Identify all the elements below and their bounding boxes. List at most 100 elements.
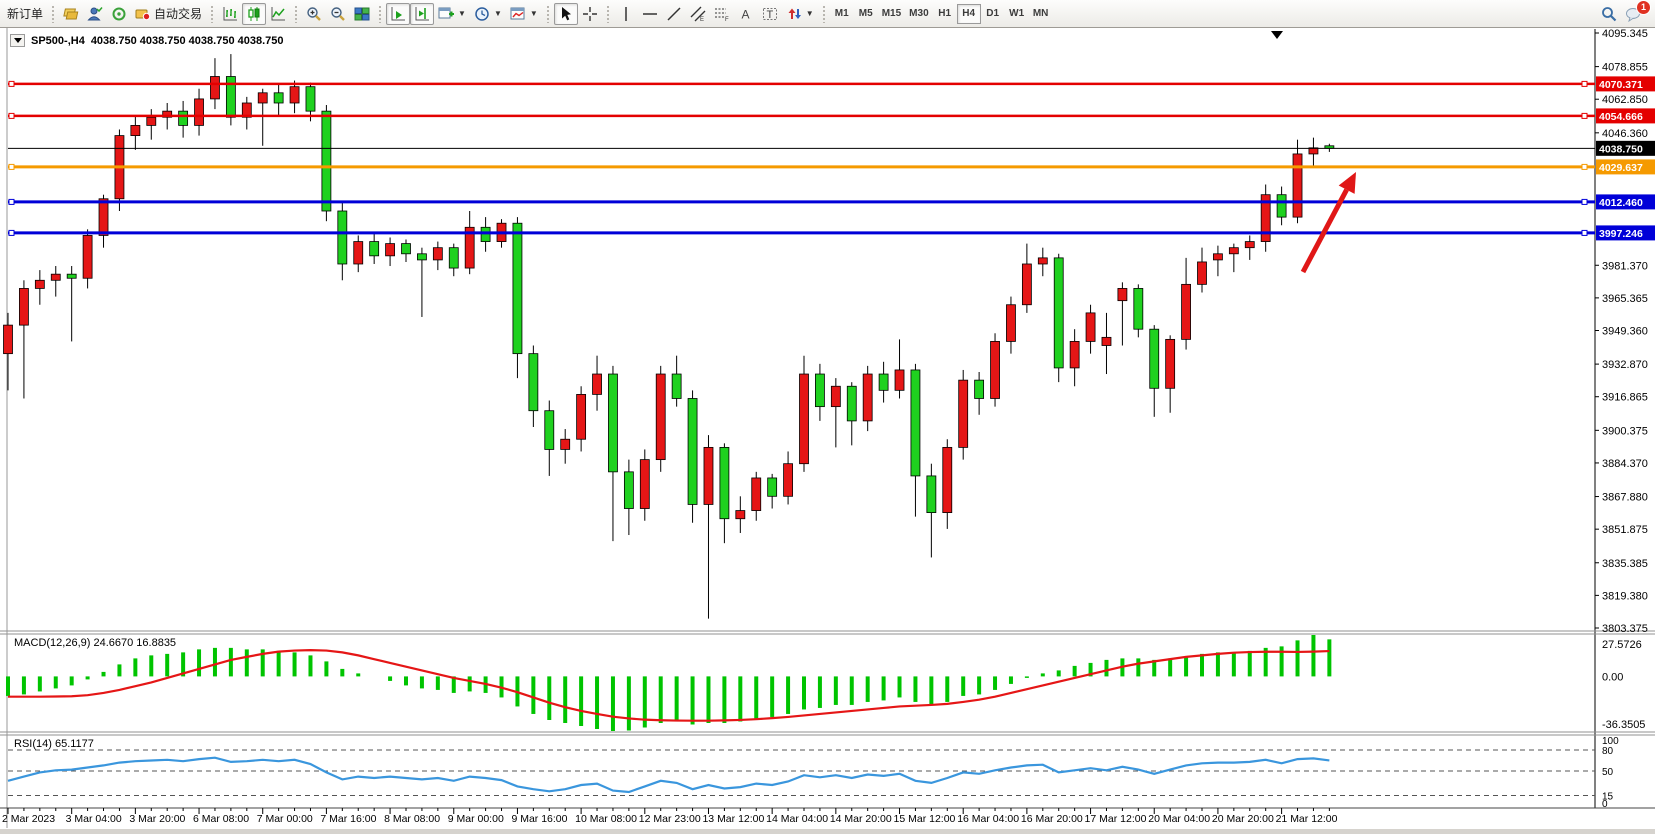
candle-body	[1117, 288, 1128, 302]
toolbar: 新订单 自动交易	[0, 0, 1655, 28]
timeframe-m30-button[interactable]: M30	[909, 8, 929, 19]
svg-text:A: A	[741, 7, 749, 21]
line-handle[interactable]	[8, 112, 15, 119]
rsi-axis-label: 15	[1602, 792, 1614, 803]
trendline-tool-button[interactable]	[662, 3, 686, 25]
indicators-icon	[510, 7, 525, 19]
line-handle[interactable]	[1581, 229, 1588, 236]
cursor-tool-button[interactable]	[553, 2, 578, 25]
candlestick-icon	[248, 6, 260, 21]
rsi-axis-label: 80	[1602, 746, 1614, 757]
timeframe-d1-button[interactable]: D1	[986, 8, 1000, 19]
line-handle[interactable]	[8, 163, 15, 170]
channel-tool-button[interactable]: E	[686, 3, 710, 25]
line-chart-icon	[271, 6, 286, 20]
time-axis-label: 12 Mar 23:00	[639, 813, 701, 825]
line-handle[interactable]	[1581, 112, 1588, 119]
candle-body	[273, 92, 284, 104]
chart-shift-icon	[415, 6, 430, 20]
crosshair-tool-button[interactable]	[578, 3, 602, 25]
charts-button[interactable]	[59, 3, 83, 25]
new-order-button[interactable]: 新订单	[3, 3, 47, 25]
timeframe-m5-button[interactable]: M5	[858, 8, 873, 19]
toolbar-right-group: 1	[1597, 0, 1651, 25]
zoom-out-button[interactable]	[326, 3, 350, 25]
candle-body	[210, 76, 220, 100]
rsi-axis-label: 100	[1602, 736, 1619, 747]
chart-stack-icon	[63, 8, 79, 19]
zoom-in-button[interactable]	[302, 3, 326, 25]
trend-arrow-annotation[interactable]	[1300, 188, 1349, 274]
horizontal-line-tool-button[interactable]	[638, 3, 662, 25]
candle-body	[910, 369, 921, 477]
line-handle[interactable]	[1581, 80, 1588, 87]
dropdown-arrow-icon: ▼	[493, 9, 502, 18]
horizontal-line-icon	[642, 12, 657, 15]
chart-shift-marker[interactable]	[1271, 31, 1283, 39]
auto-trading-button[interactable]: 自动交易	[131, 3, 206, 25]
arrow-shapes-icon	[788, 8, 801, 19]
candle-body	[19, 288, 29, 326]
symbol-period-label: SP500-,H4	[31, 34, 85, 47]
line-handle[interactable]	[8, 229, 15, 236]
candlestick-mode-button[interactable]	[242, 2, 267, 25]
candle-body	[576, 394, 587, 440]
auto-scroll-button[interactable]	[386, 2, 411, 25]
new-chart-button[interactable]: ▼	[434, 3, 470, 25]
notifications-button[interactable]: 1	[1621, 0, 1651, 25]
text-a-icon: A	[741, 7, 749, 21]
candle-body	[50, 273, 61, 281]
vertical-line-tool-button[interactable]	[614, 3, 638, 25]
search-button[interactable]	[1597, 3, 1621, 25]
price-tick-label: 3916.865	[1602, 392, 1648, 404]
candle-body	[608, 373, 618, 473]
candle-body	[1133, 288, 1144, 330]
time-axis-label: 15 Mar 12:00	[894, 813, 956, 825]
candle-body	[655, 373, 666, 461]
text-tool-button[interactable]: A	[734, 3, 758, 25]
candle-body	[799, 373, 809, 465]
price-tick-label: 4062.850	[1602, 94, 1648, 106]
line-handle[interactable]	[8, 80, 15, 87]
timeframe-w1-button[interactable]: W1	[1009, 8, 1025, 19]
candle-body	[512, 222, 523, 355]
timeframe-m15-button[interactable]: M15	[881, 8, 902, 19]
line-handle[interactable]	[1581, 198, 1588, 205]
chart-shift-button[interactable]	[410, 2, 435, 25]
rsi-label: RSI(14) 65.1177	[14, 738, 94, 750]
timeframe-h1-button[interactable]: H1	[938, 8, 952, 19]
time-axis-label: 17 Mar 12:00	[1085, 813, 1147, 825]
line-handle[interactable]	[1581, 163, 1588, 170]
price-tick-label: 3867.880	[1602, 492, 1648, 504]
line-handle[interactable]	[8, 198, 15, 205]
trend-arrow-head[interactable]	[1338, 172, 1356, 194]
price-tag-label: 3997.246	[1599, 228, 1643, 240]
fibonacci-tool-button[interactable]: F	[710, 3, 734, 25]
periods-button[interactable]: ▼	[470, 3, 506, 25]
line-chart-mode-button[interactable]	[266, 3, 290, 25]
tile-windows-button[interactable]	[350, 3, 374, 25]
indicators-button[interactable]: ▼	[506, 3, 542, 25]
time-axis-label: 13 Mar 12:00	[702, 813, 764, 825]
price-tick-label: 4095.345	[1602, 28, 1648, 40]
profile-button[interactable]	[83, 3, 107, 25]
candle-body	[1228, 247, 1239, 255]
label-tool-button[interactable]: T	[758, 3, 782, 25]
vertical-line-icon	[625, 6, 627, 21]
candle-body	[98, 198, 109, 236]
candle-body	[194, 98, 204, 126]
timeframe-m1-button[interactable]: M1	[834, 8, 849, 19]
auto-trading-label: 自动交易	[154, 7, 203, 21]
arrows-tool-button[interactable]: ▼	[782, 3, 818, 25]
candle-body	[353, 241, 364, 265]
toolbar-grip	[821, 4, 826, 23]
candle-body	[1244, 241, 1255, 249]
timeframe-h4-button[interactable]: H4	[956, 3, 981, 24]
one-click-trading-toggle[interactable]	[10, 34, 25, 47]
timeframe-mn-button[interactable]: MN	[1032, 8, 1049, 19]
bar-chart-icon	[223, 6, 238, 20]
bar-chart-mode-button[interactable]	[218, 3, 242, 25]
candle-body	[1006, 304, 1016, 342]
data-feed-button[interactable]	[107, 3, 131, 25]
